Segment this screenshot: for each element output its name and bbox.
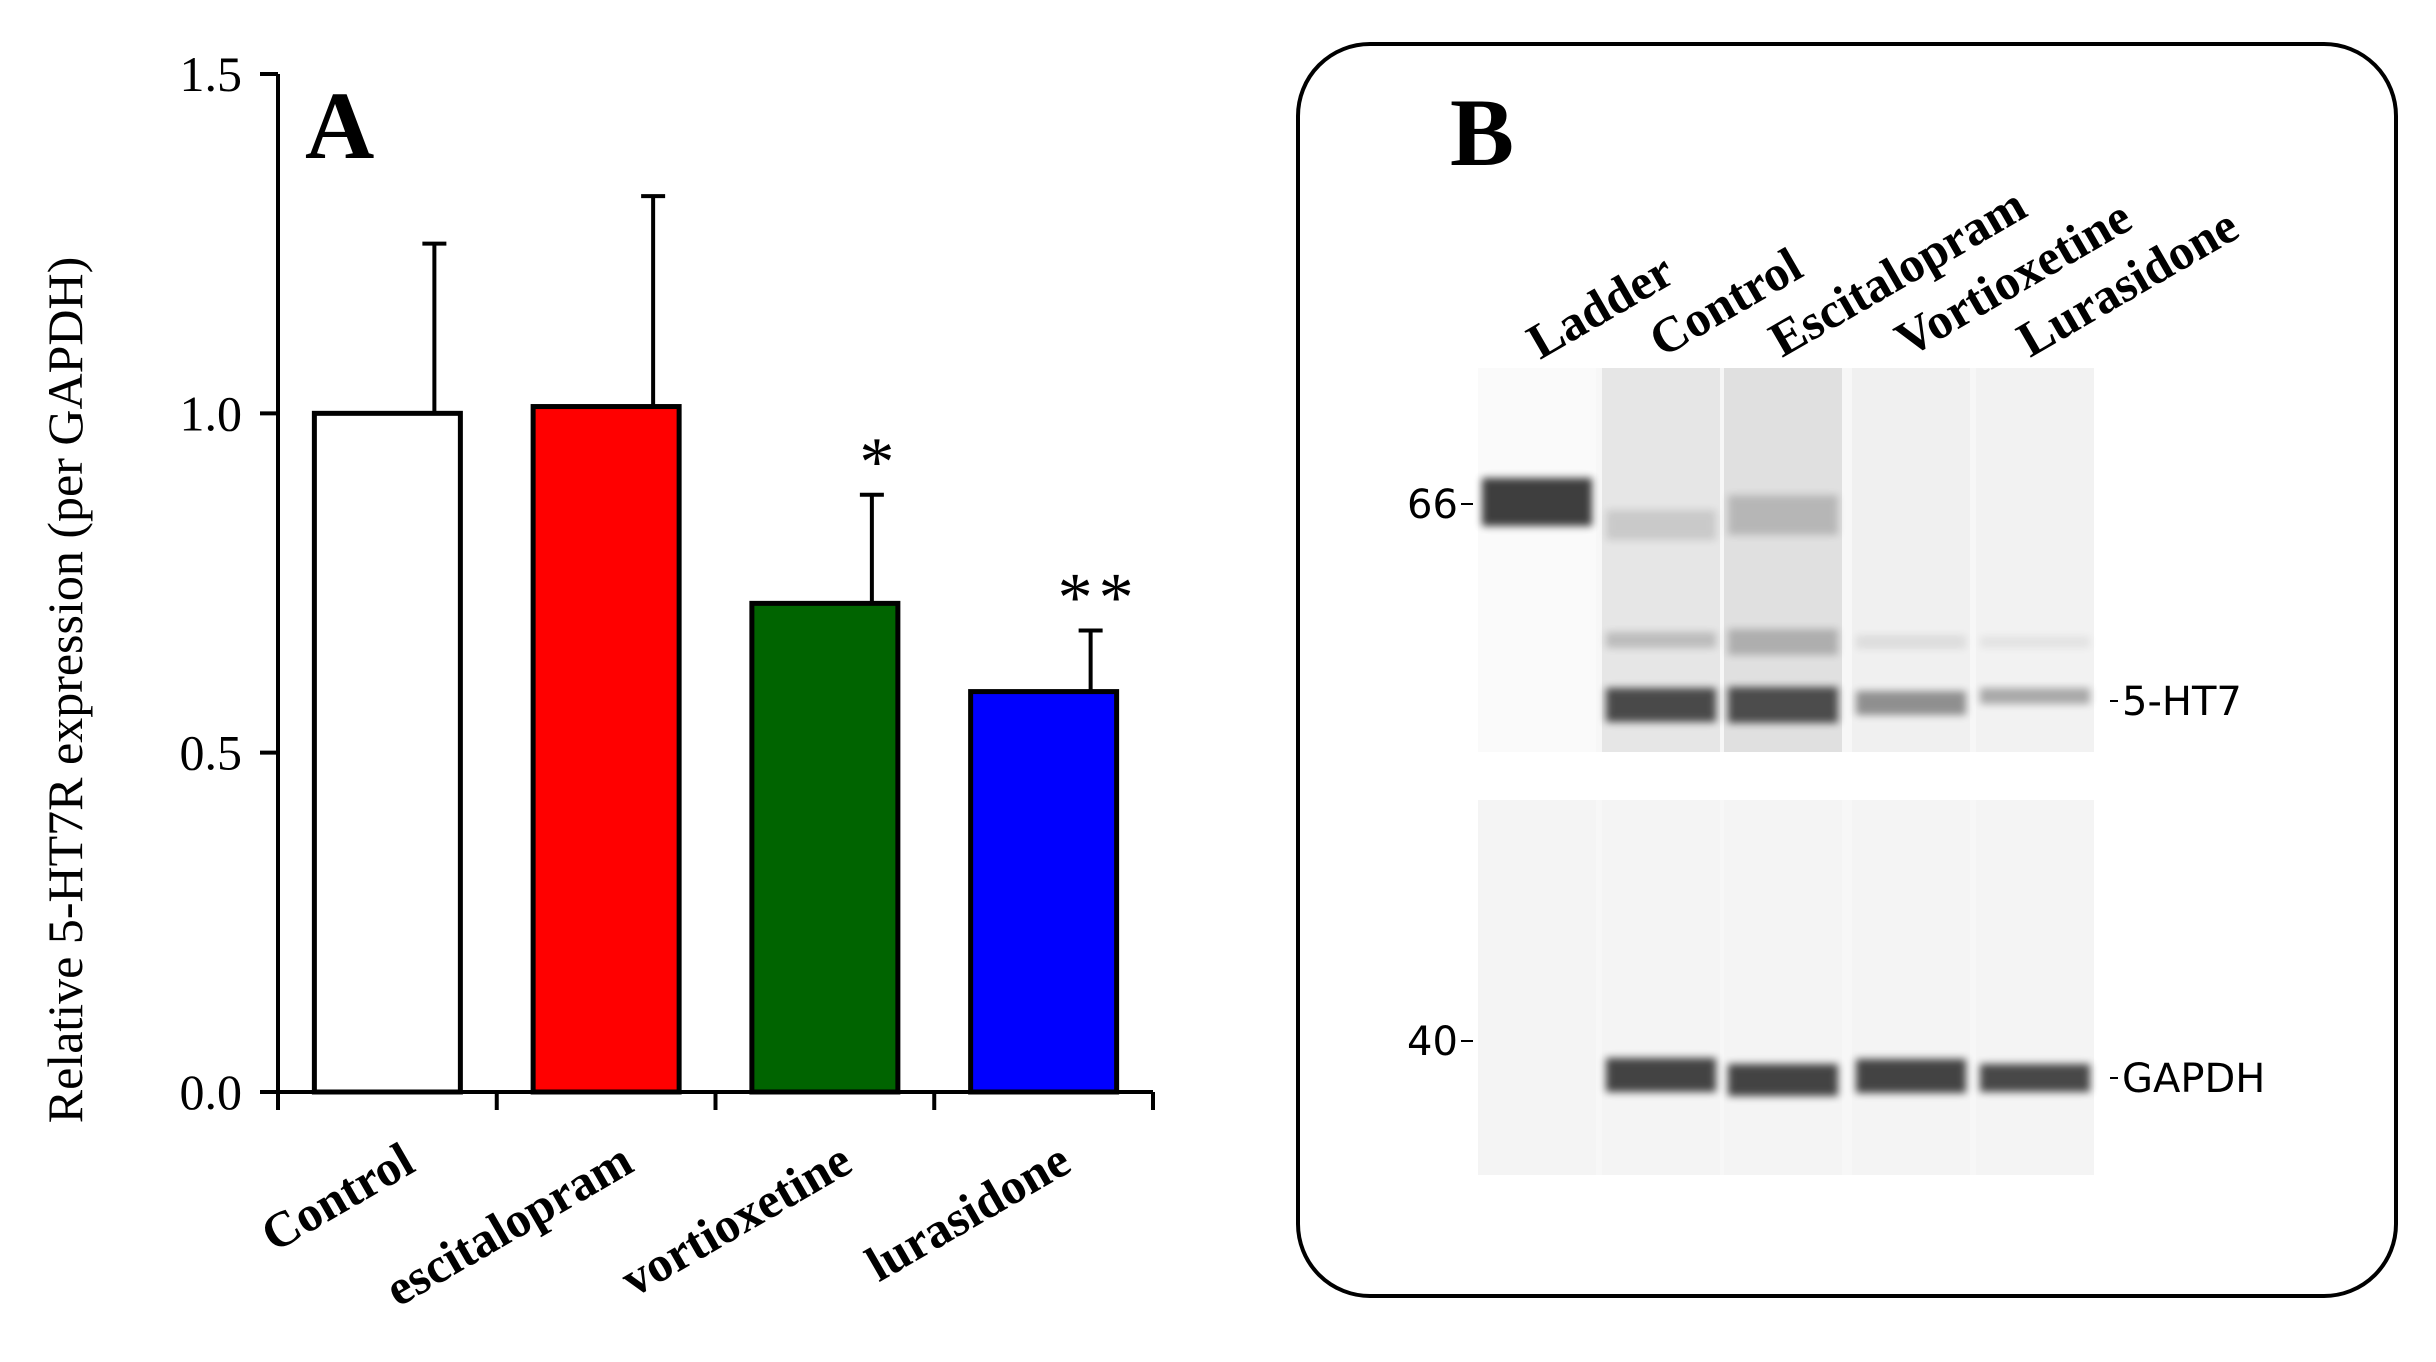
significance-vortioxetine: * (859, 424, 900, 501)
band-mid-control (1606, 632, 1716, 648)
lane-lower-Lurasidone (1976, 800, 2094, 1175)
y-tick-label: 1.0 (180, 385, 243, 441)
panel-a-bar-chart: 0.00.51.01.5 *** Controlescitalopramvort… (37, 46, 1155, 1317)
lane-upper-Ladder (1478, 368, 1596, 752)
significance-markers: *** (859, 424, 1140, 637)
lane-lower-Vortioxetine (1852, 800, 1970, 1175)
y-axis: 0.0 0.5 1.0 1.5 (180, 46, 280, 1120)
lane-lower-Control (1602, 800, 1720, 1175)
bar-vortioxetine (749, 600, 901, 1095)
band-mid-lurasidone (1980, 636, 2090, 648)
significance-lurasidone: ** (1058, 560, 1140, 637)
band-labels: 5-HT7 GAPDH (2110, 679, 2265, 1102)
band-gapdh-vortioxetine (1856, 1059, 1966, 1093)
band-ladder-66 (1482, 478, 1592, 526)
band-5ht7-escitalopram (1728, 687, 1838, 723)
marker-labels: 66 40 (1407, 482, 1473, 1065)
lane-lower-Ladder (1478, 800, 1596, 1175)
band-gapdh-lurasidone (1980, 1064, 2090, 1092)
band-faint-control (1606, 510, 1716, 540)
band-gapdh-escitalopram (1728, 1064, 1838, 1096)
panel-a-label: A (305, 72, 374, 179)
band-gapdh-control (1606, 1058, 1716, 1092)
lane-upper-Vortioxetine (1852, 368, 1970, 752)
band-label-GAPDH: GAPDH (2122, 1056, 2265, 1102)
gel-lanes (1478, 368, 2094, 1175)
y-tick-label: 0.5 (180, 725, 243, 781)
bar-lurasidone (968, 689, 1120, 1095)
lane-lower-Escitalopram (1724, 800, 1842, 1175)
y-tick-label: 1.5 (180, 46, 243, 102)
y-tick-label: 0.0 (180, 1064, 243, 1120)
bars-group (311, 404, 1120, 1095)
marker-label-40: 40 (1407, 1019, 1458, 1065)
band-mid-vortioxetine (1856, 635, 1966, 649)
band-label-5-HT7: 5-HT7 (2122, 679, 2242, 725)
band-mid-escitalopram (1728, 629, 1838, 655)
band-5ht7-control (1606, 688, 1716, 722)
marker-label-66: 66 (1407, 482, 1458, 528)
y-axis-label: Relative 5-HT7R expression (per GAPDH) (37, 257, 93, 1123)
bar-escitalopram (530, 404, 682, 1095)
panel-b-label: B (1450, 79, 1514, 186)
band-faint-escitalopram (1728, 495, 1838, 535)
error-bars-group (422, 194, 1103, 692)
bar-Control (311, 410, 463, 1095)
band-5ht7-vortioxetine (1856, 691, 1966, 715)
band-5ht7-lurasidone (1980, 688, 2090, 704)
